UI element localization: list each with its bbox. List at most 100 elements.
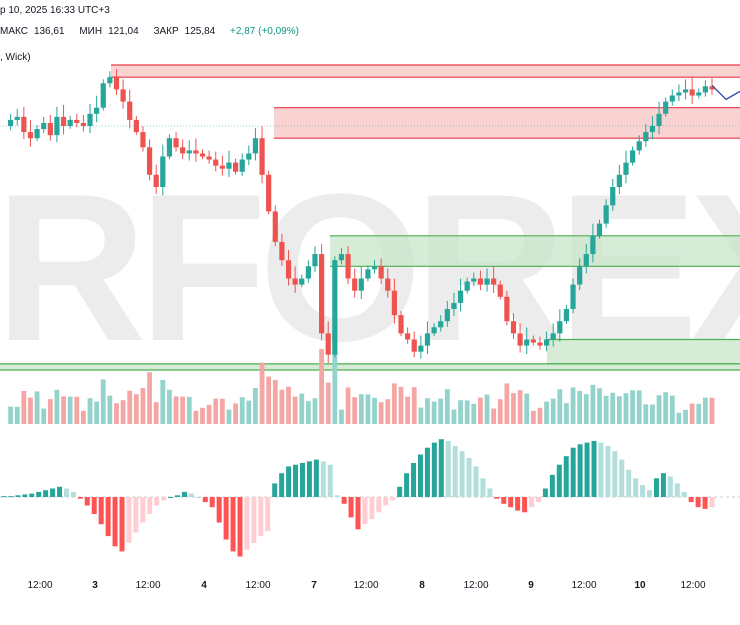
candle-body: [411, 339, 417, 352]
macd-bar: [424, 447, 430, 497]
candle-body: [464, 281, 470, 291]
volume-bar: [557, 389, 563, 424]
x-tick-label: 3: [92, 580, 98, 591]
macd-bar: [327, 464, 333, 497]
volume-bar: [107, 395, 113, 424]
candle-body: [160, 156, 166, 187]
x-tick-label: 4: [201, 580, 207, 591]
candle-body: [451, 302, 457, 309]
volume-bar: [451, 409, 457, 424]
resistance-zone: [274, 107, 740, 139]
x-tick-label: 7: [311, 580, 317, 591]
volume-bar: [471, 403, 477, 424]
candle-body: [563, 309, 570, 322]
candle-body: [186, 150, 192, 154]
zones-layer: [0, 64, 740, 371]
candle-body: [471, 278, 477, 282]
macd-bar: [452, 446, 458, 497]
macd-bar: [369, 497, 375, 520]
macd-bar: [286, 466, 292, 497]
candle-body: [113, 77, 120, 90]
volume-bar: [358, 394, 364, 424]
volume-bar: [200, 407, 205, 424]
volume-bar: [497, 399, 503, 424]
support-zone: [547, 339, 740, 364]
macd-bar: [84, 497, 90, 506]
candle-body: [133, 119, 139, 133]
volume-bar: [524, 393, 530, 424]
candle-body: [80, 122, 87, 126]
volume-bar: [339, 409, 344, 424]
candles-layer: [8, 69, 715, 364]
candle-body: [689, 89, 695, 96]
x-tick-label: 8: [419, 580, 425, 591]
volume-bar: [81, 410, 86, 424]
macd-bar: [251, 497, 257, 543]
macd-bar: [119, 497, 125, 552]
volume-bar: [213, 398, 219, 424]
candle-body: [246, 153, 252, 160]
candle-body: [663, 101, 669, 114]
volume-bar: [279, 389, 285, 424]
volume-bar: [272, 380, 278, 424]
candle-body: [643, 132, 649, 142]
volume-bar: [266, 376, 272, 424]
candle-body: [54, 116, 60, 136]
macd-bar: [667, 476, 673, 497]
volume-bar: [391, 383, 397, 424]
macd-bar: [695, 497, 701, 508]
macd-bar: [605, 446, 611, 497]
projection-layer: [0, 84, 740, 127]
candle-body: [530, 339, 536, 343]
candle-body: [484, 278, 490, 285]
candle-body: [497, 284, 503, 297]
macd-bar: [293, 464, 299, 497]
candle-body: [358, 278, 364, 291]
candle-body: [87, 113, 93, 126]
candle-body: [206, 156, 212, 160]
macd-bar: [91, 497, 97, 514]
candle-body: [517, 333, 523, 346]
volume-bar: [312, 398, 318, 424]
macd-bar: [223, 497, 229, 540]
volume-layer: [8, 349, 715, 424]
macd-bar: [195, 497, 201, 498]
macd-bar: [154, 497, 160, 506]
volume-bar: [398, 386, 404, 424]
candle-body: [67, 119, 73, 126]
x-tick-label: 12:00: [245, 580, 270, 591]
volume-bar: [94, 401, 100, 424]
candle-body: [524, 339, 530, 346]
candle-body: [332, 260, 338, 355]
macd-bar: [105, 497, 111, 537]
macd-bar: [688, 497, 694, 503]
macd-bar: [306, 461, 312, 497]
macd-bar: [299, 463, 305, 497]
volume-bar: [100, 379, 106, 424]
ohlc-change: +2,87 (+0,09%): [230, 26, 299, 37]
candle-body: [180, 147, 186, 154]
candle-body: [550, 333, 556, 340]
macd-bar: [438, 439, 444, 497]
volume-bar: [226, 409, 232, 424]
macd-bar: [376, 497, 382, 513]
support-zone: [330, 235, 740, 267]
candle-body: [120, 89, 126, 102]
volume-bar: [180, 396, 186, 424]
macd-bar: [63, 488, 69, 497]
volume-bar: [41, 408, 47, 424]
macd-bar: [258, 497, 264, 537]
volume-bar: [127, 390, 133, 424]
macd-bar: [626, 469, 632, 497]
volume-bar: [616, 396, 622, 424]
candle-body: [107, 77, 113, 84]
candle-body: [649, 126, 656, 133]
macd-bar: [77, 497, 83, 499]
candle-body: [570, 284, 576, 309]
volume-bar: [167, 389, 172, 424]
candle-body: [140, 132, 146, 148]
volume-bar: [425, 398, 430, 424]
candle-body: [457, 290, 464, 303]
